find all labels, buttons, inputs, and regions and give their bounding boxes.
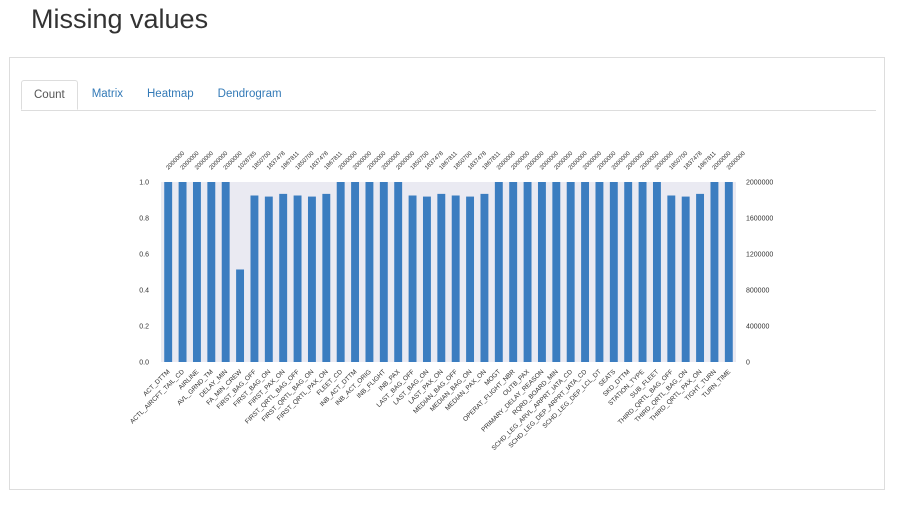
bar [379,182,388,362]
left-axis-tick-label: 0.4 [139,288,149,295]
bar [293,195,302,362]
bar [724,182,733,362]
bar [221,182,230,362]
right-axis-tick-label: 400000 [746,324,769,331]
bar [437,193,446,362]
bar [624,182,633,362]
tab-bar: Count Matrix Heatmap Dendrogram [21,80,876,111]
bar [537,182,546,362]
left-axis-tick-label: 0.8 [139,216,149,223]
bar [451,195,460,362]
tab-heatmap[interactable]: Heatmap [147,88,194,100]
bar [279,193,288,362]
left-axis-tick-label: 0.2 [139,324,149,331]
bar [365,182,374,362]
bar [307,196,316,362]
bar [566,182,575,362]
bar [667,195,676,362]
bar [264,196,273,362]
bar [408,195,417,362]
bar [609,182,618,362]
bar [638,182,647,362]
bar [652,182,661,362]
bar [595,182,604,362]
tab-count[interactable]: Count [21,80,78,110]
bar [681,196,690,362]
tab-dendrogram[interactable]: Dendrogram [217,88,282,100]
bar [322,193,331,362]
bar [178,182,187,362]
right-axis-tick-label: 800000 [746,288,769,295]
bar [164,182,173,362]
tab-matrix[interactable]: Matrix [91,88,123,100]
bar [523,182,532,362]
right-axis-tick-label: 1600000 [746,216,773,223]
bar [351,182,360,362]
bar [466,196,475,362]
bar [552,182,561,362]
bar [236,269,245,362]
bar [422,196,431,362]
bar [394,182,403,362]
bar [207,182,216,362]
bar [509,182,518,362]
bar [336,182,345,362]
right-axis-tick-label: 1200000 [746,252,773,259]
left-axis-tick-label: 0.0 [139,360,149,367]
right-axis-tick-label: 2000000 [746,180,773,187]
bar [710,182,719,362]
left-axis-tick-label: 1.0 [139,180,149,187]
plot-background [161,182,736,362]
left-axis-tick-label: 0.6 [139,252,149,259]
bar [250,195,259,362]
bar [192,182,201,362]
bar [494,182,503,362]
page-title: Missing values [31,4,209,34]
bar [696,193,705,362]
bar [581,182,590,362]
bar [480,193,489,362]
right-axis-tick-label: 0 [746,360,750,367]
